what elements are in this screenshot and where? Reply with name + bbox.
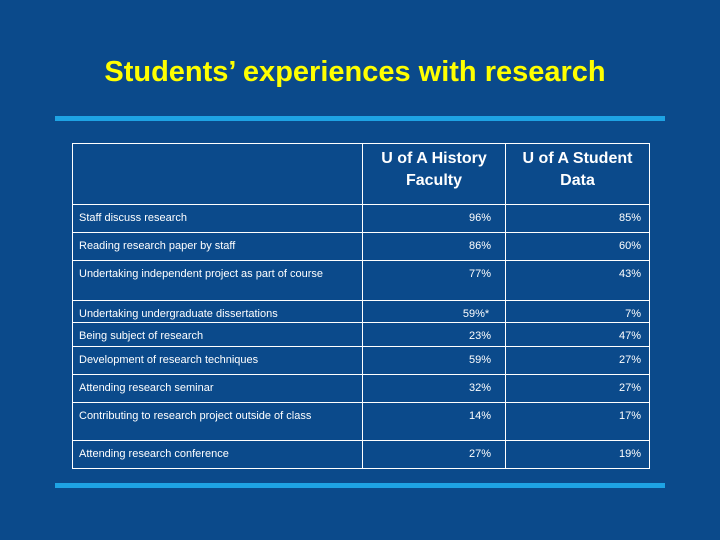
value-cell: 19% — [505, 440, 650, 469]
table-row: Undertaking undergraduate dissertations 5… — [72, 300, 650, 323]
title-rule — [55, 116, 665, 121]
table-row: Staff discuss research 96% 85% — [72, 204, 650, 233]
value-cell: 60% — [505, 232, 650, 261]
table-row: Being subject of research 23% 47% — [72, 322, 650, 347]
row-label: Undertaking independent project as part … — [72, 260, 363, 301]
header-cell: U of A Student Data — [505, 143, 650, 205]
header-row: U of A History Faculty U of A Student Da… — [72, 143, 650, 205]
value-cell: 14% — [362, 402, 506, 441]
value-cell: 23% — [362, 322, 506, 347]
value-cell: 47% — [505, 322, 650, 347]
slide-title: Students’ experiences with research — [104, 56, 606, 88]
bottom-rule — [55, 483, 665, 488]
row-label: Attending research conference — [72, 440, 363, 469]
header-cell: U of A History Faculty — [362, 143, 506, 205]
row-label: Reading research paper by staff — [72, 232, 363, 261]
table-row: Attending research conference 27% 19% — [72, 440, 650, 469]
value-cell: 86% — [362, 232, 506, 261]
table-row: Contributing to research project outside… — [72, 402, 650, 441]
row-label: Attending research seminar — [72, 374, 363, 403]
data-table: U of A History Faculty U of A Student Da… — [72, 143, 650, 469]
value-cell: 85% — [505, 204, 650, 233]
value-cell: 77% — [362, 260, 506, 301]
value-cell: 32% — [362, 374, 506, 403]
row-label: Undertaking undergraduate dissertations — [72, 300, 363, 323]
value-cell: 17% — [505, 402, 650, 441]
row-label: Development of research techniques — [72, 346, 363, 375]
value-cell: 27% — [362, 440, 506, 469]
value-cell: 59% — [362, 346, 506, 375]
value-cell: 7% — [505, 300, 650, 323]
value-cell: 59%* — [362, 300, 506, 323]
value-cell: 43% — [505, 260, 650, 301]
row-label: Contributing to research project outside… — [72, 402, 363, 441]
row-label: Being subject of research — [72, 322, 363, 347]
table-row: Attending research seminar 32% 27% — [72, 374, 650, 403]
table-row: Development of research techniques 59% 27% — [72, 346, 650, 375]
table-row: Undertaking independent project as part … — [72, 260, 650, 301]
row-label: Staff discuss research — [72, 204, 363, 233]
value-cell: 27% — [505, 374, 650, 403]
value-cell: 27% — [505, 346, 650, 375]
value-cell: 96% — [362, 204, 506, 233]
header-cell — [72, 143, 363, 205]
table-row: Reading research paper by staff 86% 60% — [72, 232, 650, 261]
